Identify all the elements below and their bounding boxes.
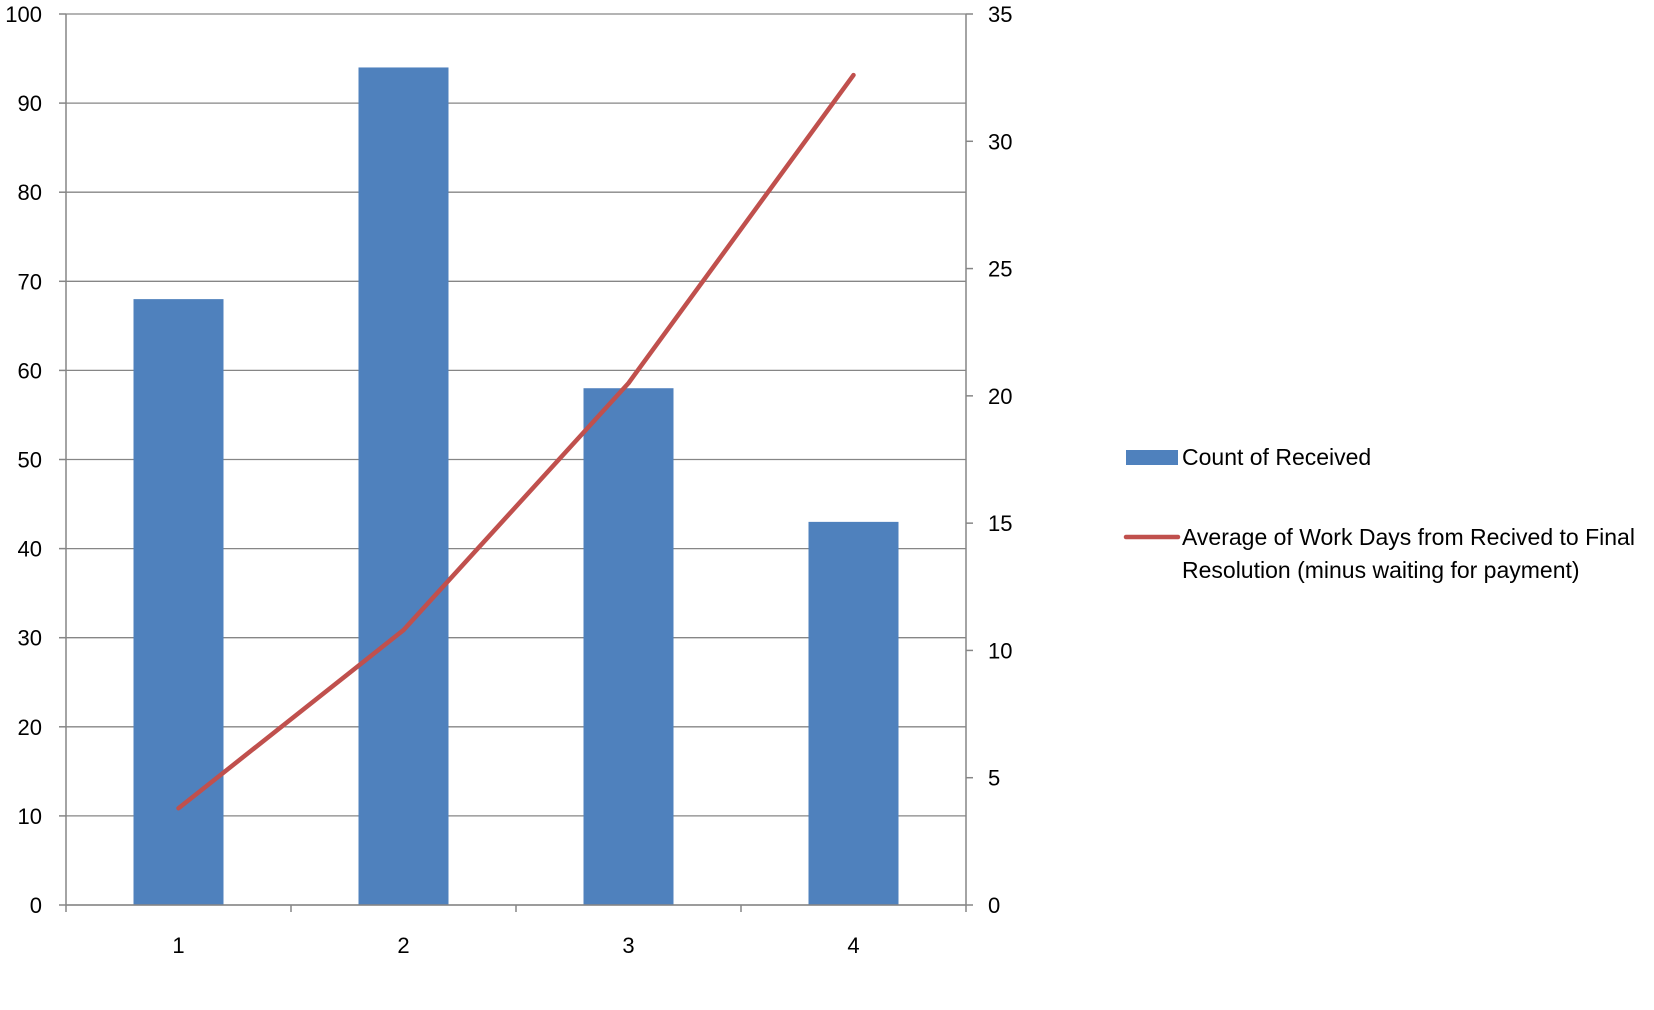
x-tick-label: 2 <box>397 933 409 958</box>
x-tick-label: 1 <box>172 933 184 958</box>
line-series-average-work-days <box>176 72 856 811</box>
y-left-tick-label: 80 <box>18 180 42 205</box>
legend-label-count-of-received: Count of Received <box>1182 444 1371 470</box>
tick-labels: 0 10 20 30 40 50 60 70 80 90 100 0 5 10 15 20 25 30 35 1 2 3 4 <box>5 2 1012 958</box>
y-left-tick-label: 70 <box>18 269 42 294</box>
axes <box>59 13 973 912</box>
y-right-tick-label: 0 <box>988 893 1000 918</box>
y-left-tick-label: 50 <box>18 448 42 473</box>
y-right-tick-label: 30 <box>988 129 1012 154</box>
bar <box>583 388 674 906</box>
bar <box>358 67 449 905</box>
y-right-tick-label: 25 <box>988 257 1012 282</box>
y-left-tick-label: 40 <box>18 537 42 562</box>
y-left-tick-label: 90 <box>18 91 42 116</box>
y-left-tick-label: 10 <box>18 804 42 829</box>
y-left-tick-label: 0 <box>30 893 42 918</box>
y-left-tick-label: 100 <box>5 2 42 27</box>
y-left-tick-label: 20 <box>18 715 42 740</box>
line-series-path <box>176 72 856 811</box>
bar-series-count-of-received <box>133 67 899 906</box>
legend: Count of Received Average of Work Days fr… <box>1123 444 1635 583</box>
y-left-tick-label: 30 <box>18 626 42 651</box>
legend-label-average-work-days: Average of Work Days from Recived to Fin… <box>1182 524 1635 550</box>
y-right-tick-label: 35 <box>988 2 1012 27</box>
y-right-tick-label: 20 <box>988 384 1012 409</box>
legend-swatch-count-of-received <box>1126 450 1178 465</box>
bar <box>133 299 224 905</box>
bar <box>808 521 899 905</box>
y-right-tick-label: 15 <box>988 511 1012 536</box>
y-left-tick-label: 60 <box>18 358 42 383</box>
x-tick-label: 3 <box>622 933 634 958</box>
legend-label-average-work-days: Resolution (minus waiting for payment) <box>1182 557 1580 583</box>
y-right-tick-label: 10 <box>988 638 1012 663</box>
y-right-tick-label: 5 <box>988 766 1000 791</box>
x-tick-label: 4 <box>847 933 859 958</box>
